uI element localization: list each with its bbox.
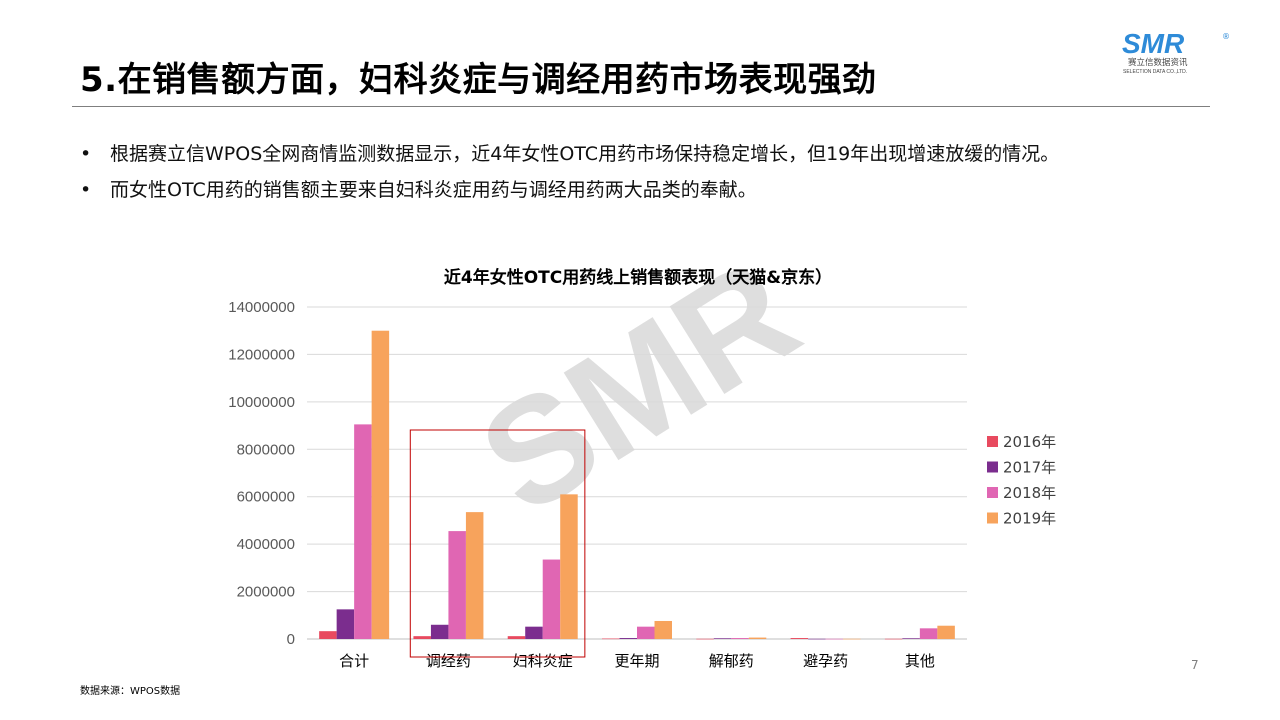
y-tick-label: 8000000 xyxy=(237,441,295,458)
smr-logo: SMR ® 赛立信数据资讯 SELECTION DATA CO.,LTD. xyxy=(1122,28,1230,75)
bullet-list: • 根据赛立信WPOS全网商情监测数据显示，近4年女性OTC用药市场保持稳定增长… xyxy=(80,136,1059,208)
bullet-text: 而女性OTC用药的销售额主要来自妇科炎症用药与调经用药两大品类的奉献。 xyxy=(110,179,757,201)
bar-2019年-其他 xyxy=(937,625,955,639)
bar-2017年-调经药 xyxy=(430,624,449,639)
bar-2018年-调经药 xyxy=(448,531,466,639)
x-tick-label: 更年期 xyxy=(614,652,659,670)
bullet-marker: • xyxy=(80,179,92,201)
bar-2019年-避孕药 xyxy=(843,638,861,640)
y-tick-label: 12000000 xyxy=(228,346,295,363)
logo-company-cn: 赛立信数据资讯 xyxy=(1128,57,1188,68)
slide-title: 5.在销售额方面，妇科炎症与调经用药市场表现强劲 xyxy=(80,60,877,100)
x-tick-label: 合计 xyxy=(339,652,369,670)
bar-2017年-解郁药 xyxy=(713,638,732,639)
legend-label: 2018年 xyxy=(1003,484,1056,502)
bullet-text: 根据赛立信WPOS全网商情监测数据显示，近4年女性OTC用药市场保持稳定增长，但… xyxy=(110,143,1060,165)
bar-2017年-合计 xyxy=(336,609,355,639)
bullet-item: • 而女性OTC用药的销售额主要来自妇科炎症用药与调经用药两大品类的奉献。 xyxy=(80,172,1059,208)
logo-brand: SMR xyxy=(1122,28,1185,59)
bar-2017年-避孕药 xyxy=(808,638,826,640)
bullet-item: • 根据赛立信WPOS全网商情监测数据显示，近4年女性OTC用药市场保持稳定增长… xyxy=(80,136,1059,172)
y-tick-label: 6000000 xyxy=(237,489,295,506)
bar-2018年-其他 xyxy=(919,628,938,639)
bar-2016年-合计 xyxy=(319,631,337,639)
page-number: 7 xyxy=(1191,658,1199,672)
bar-2019年-调经药 xyxy=(465,512,484,639)
legend-swatch xyxy=(987,512,998,524)
bar-2019年-更年期 xyxy=(654,620,672,639)
x-tick-label: 其他 xyxy=(905,652,935,670)
bar-2018年-更年期 xyxy=(637,626,655,639)
legend-swatch xyxy=(987,436,998,447)
legend-swatch xyxy=(987,487,998,498)
y-tick-label: 4000000 xyxy=(237,536,295,553)
legend-swatch xyxy=(987,461,998,473)
bullet-marker: • xyxy=(80,143,92,165)
bar-2018年-避孕药 xyxy=(825,638,844,640)
bar-2019年-妇科炎症 xyxy=(560,494,578,639)
bar-2019年-合计 xyxy=(371,330,390,639)
legend-label: 2019年 xyxy=(1003,510,1056,528)
bar-2018年-妇科炎症 xyxy=(542,559,561,639)
bar-2016年-更年期 xyxy=(602,638,620,640)
y-tick-label: 14000000 xyxy=(228,299,295,316)
y-tick-label: 10000000 xyxy=(228,394,295,411)
logo-registered: ® xyxy=(1222,32,1230,41)
x-tick-label: 妇科炎症 xyxy=(513,652,573,670)
bar-2016年-调经药 xyxy=(413,636,431,639)
highlight-box xyxy=(409,429,586,658)
legend-label: 2017年 xyxy=(1003,459,1056,477)
x-tick-label: 调经药 xyxy=(426,652,471,670)
bar-2019年-解郁药 xyxy=(748,637,767,639)
bar-2017年-妇科炎症 xyxy=(525,626,543,639)
bar-2018年-合计 xyxy=(354,424,372,639)
logo-company-en: SELECTION DATA CO.,LTD. xyxy=(1123,69,1187,75)
title-underline xyxy=(72,106,1210,107)
bar-2017年-更年期 xyxy=(619,638,637,639)
x-tick-label: 解郁药 xyxy=(709,652,754,670)
bar-2016年-解郁药 xyxy=(696,638,714,640)
data-source-note: 数据来源：WPOS数据 xyxy=(80,686,181,697)
legend-label: 2016年 xyxy=(1003,433,1056,451)
bar-2016年-避孕药 xyxy=(790,638,809,639)
y-tick-label: 2000000 xyxy=(237,584,295,601)
y-tick-label: 0 xyxy=(287,631,295,648)
bar-2016年-妇科炎症 xyxy=(507,636,526,639)
bar-2018年-解郁药 xyxy=(731,638,749,639)
x-tick-label: 避孕药 xyxy=(803,652,848,670)
bar-2017年-其他 xyxy=(902,638,920,639)
chart-title: 近4年女性OTC用药线上销售额表现（天猫&京东） xyxy=(444,267,832,288)
bar-2016年-其他 xyxy=(884,638,903,640)
